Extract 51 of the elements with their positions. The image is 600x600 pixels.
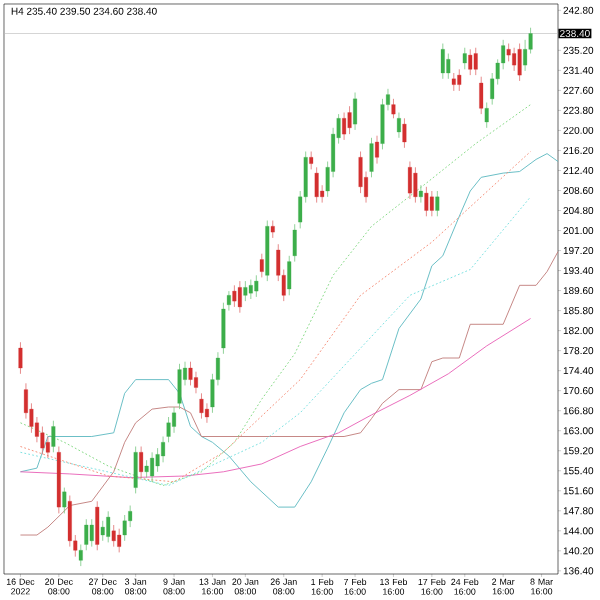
candlestick (462, 47, 467, 70)
candlestick (418, 184, 423, 203)
candlestick (172, 406, 176, 434)
candlestick (122, 514, 127, 542)
candlestick (259, 253, 264, 278)
candlestick (199, 392, 204, 419)
candlestick (468, 48, 473, 76)
candlestick (353, 92, 358, 131)
candlestick (177, 363, 182, 410)
candlestick (248, 279, 253, 300)
candlestick (429, 190, 434, 217)
candlestick (413, 166, 418, 203)
candlestick (473, 47, 478, 76)
candlestick (133, 446, 138, 494)
candlestick (517, 43, 522, 82)
candlestick (188, 361, 193, 386)
line-series (20, 318, 532, 479)
candlestick (95, 500, 100, 551)
candlestick (254, 274, 259, 298)
candlestick (402, 117, 407, 149)
candlestick (479, 76, 484, 115)
candlestick (369, 137, 374, 178)
candlestick (396, 112, 401, 139)
candlestick (407, 161, 412, 200)
candlestick (237, 280, 242, 314)
candlestick (512, 47, 517, 72)
candlestick (347, 105, 352, 135)
candlestick (314, 166, 319, 203)
candlestick (106, 510, 111, 543)
candlestick (424, 186, 429, 217)
candlestick (139, 446, 144, 478)
candlestick (18, 341, 23, 375)
candlestick (111, 524, 116, 548)
candlestick (62, 487, 67, 514)
candlestick (440, 43, 445, 80)
candlestick (243, 280, 248, 302)
candlestick (150, 451, 155, 483)
candlestick (446, 53, 451, 80)
candlestick (78, 544, 83, 567)
candlestick (84, 518, 89, 551)
candlestick (100, 520, 105, 542)
candlestick (457, 68, 462, 92)
candlestick (375, 135, 379, 165)
candlestick (117, 528, 122, 553)
candlestick (51, 420, 56, 453)
candlestick (342, 112, 347, 141)
candlestick (391, 98, 396, 119)
candlestick (484, 102, 489, 129)
candlestick (89, 518, 94, 548)
candlestick (435, 190, 440, 217)
candlestick (232, 284, 237, 308)
